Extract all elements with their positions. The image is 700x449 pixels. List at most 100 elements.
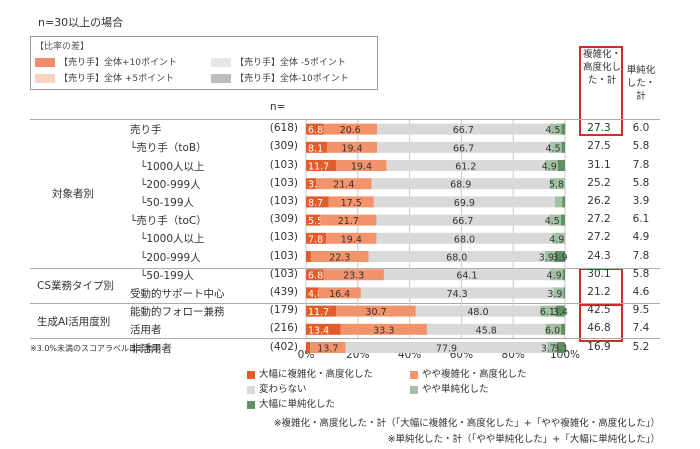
bar-value-label: 3.9 — [547, 289, 562, 300]
bar-value-label: 4.5 — [545, 125, 560, 136]
bar-segment — [306, 214, 321, 226]
bar-value-label: 4.5 — [546, 143, 561, 154]
bar-segment — [547, 342, 557, 353]
legend-swatch — [247, 400, 255, 409]
row-label: └1000人以上 — [140, 233, 205, 246]
bar-segment — [383, 269, 550, 281]
bar-segment — [306, 305, 337, 317]
simple-total-value: 4.9 — [632, 231, 650, 244]
complex-total-value: 25.2 — [587, 176, 611, 189]
footnote-complex: ※複雑化・高度化した・計（「大幅に複雑化・高度化した」+「やや複雑化・高度化した… — [273, 418, 660, 429]
bar-value-label: 21.7 — [338, 216, 359, 227]
bar-segment — [557, 160, 565, 171]
n-value: (309) — [269, 140, 298, 153]
n-value: (618) — [269, 122, 298, 135]
bar-value-label: 20.6 — [340, 125, 361, 136]
complex-total-value: 24.3 — [587, 249, 611, 262]
bar-segment — [562, 196, 565, 208]
group-label: 生成AI活用度別 — [37, 316, 111, 328]
legend-label: 大幅に複雑化・高度化した — [259, 369, 374, 380]
bar-segment — [552, 232, 566, 244]
series-legend-item: 大幅に複雑化・高度化した — [247, 366, 373, 380]
diff-legend-title: 【比率の差】 — [35, 42, 90, 52]
diff-legend-item: 【売り手】全体-10ポイント — [211, 71, 349, 84]
bar-value-label: 6.0 — [545, 325, 560, 336]
bar-value-label: 61.2 — [455, 162, 476, 173]
row-label: └200-999人 — [140, 178, 201, 191]
bar-value-label: 3.7 — [541, 344, 556, 355]
bar-segment — [544, 251, 555, 262]
bar-value-label: 19.4 — [342, 143, 363, 154]
legend-label: 変わらない — [259, 384, 307, 395]
bar-value-label: 3.9 — [539, 253, 554, 264]
bar-segment — [415, 305, 541, 317]
bar-segment — [316, 178, 372, 190]
row-label: └50-199人 — [140, 196, 195, 209]
complex-total-value: 30.1 — [587, 267, 611, 280]
diff-legend-item: 【売り手】全体 +5ポイント — [35, 71, 174, 84]
diff-legend-box: 【比率の差】 【売り手】全体+10ポイント 【売り手】全体 -5ポイント 【売り… — [30, 36, 378, 90]
bar-value-label: 7.8 — [308, 234, 323, 245]
bar-segment — [336, 305, 416, 317]
bar-value-label: 16.4 — [329, 289, 350, 300]
bar-value-label: 3.9 — [308, 180, 323, 191]
bar-segment — [336, 160, 387, 171]
bar-segment — [306, 251, 311, 262]
bar-segment — [549, 141, 562, 153]
legend-label: やや複雑化・高度化した — [422, 369, 527, 380]
row-label: 受動的サポート中心 — [130, 287, 225, 300]
bar-value-label: 6.1 — [540, 307, 555, 318]
bar-segment — [306, 287, 319, 299]
bar-segment — [549, 214, 561, 226]
legend-swatch — [247, 385, 255, 394]
bar-value-label: 66.7 — [453, 125, 474, 136]
bar-segment — [556, 342, 565, 353]
bar-segment — [376, 123, 550, 135]
bar-value-label: 11.7 — [308, 307, 329, 318]
bar-segment — [549, 178, 565, 190]
legend-swatch — [410, 385, 418, 394]
n-value: (309) — [269, 213, 298, 226]
n-value: (179) — [269, 304, 298, 317]
legend-label: 【売り手】全体-10ポイント — [235, 74, 349, 84]
bar-value-label: 8.7 — [308, 198, 323, 209]
simple-total-value: 9.5 — [632, 304, 650, 317]
bar-segment — [306, 178, 317, 190]
complex-total-value: 27.3 — [587, 122, 611, 135]
n-header: n= — [270, 101, 286, 113]
bar-segment — [545, 323, 562, 335]
simple-total-value: 7.8 — [632, 158, 650, 171]
simple-total-header: 単純化した・計 — [626, 65, 656, 102]
bar-value-label: 68.9 — [450, 180, 471, 191]
bar-segment — [376, 214, 550, 226]
legend-label: 【売り手】全体 -5ポイント — [235, 58, 346, 68]
bar-value-label: 5.5 — [308, 216, 323, 227]
bar-value-label: 45.8 — [476, 325, 497, 336]
legend-label: 大幅に単純化した — [259, 399, 336, 410]
bar-value-label: 8.1 — [308, 143, 323, 154]
separator-line — [30, 268, 660, 269]
bar-value-label: 64.1 — [456, 271, 477, 282]
n-value: (103) — [269, 158, 298, 171]
bar-value-label: 4.5 — [545, 216, 560, 227]
series-legend-item: 大幅に単純化した — [247, 396, 335, 410]
bar-segment — [554, 251, 565, 262]
bar-segment — [320, 214, 377, 226]
bar-segment — [377, 141, 550, 153]
bar-value-label: 66.7 — [452, 216, 473, 227]
complex-total-value: 27.5 — [587, 140, 611, 153]
bar-value-label: 33.3 — [373, 325, 394, 336]
bar-value-label: 22.3 — [329, 253, 350, 264]
bar-segment — [426, 323, 546, 335]
bar-value-label: 4.8 — [308, 289, 323, 300]
legend-swatch — [410, 370, 418, 379]
bar-segment — [306, 196, 329, 208]
highlight-box-header — [579, 46, 623, 136]
bar-value-label: 23.3 — [343, 271, 364, 282]
bar-segment — [306, 323, 341, 335]
bar-segment — [549, 269, 563, 281]
top-note: n=30以上の場合 — [38, 16, 124, 29]
bar-segment — [323, 123, 377, 135]
separator-line — [30, 119, 660, 120]
